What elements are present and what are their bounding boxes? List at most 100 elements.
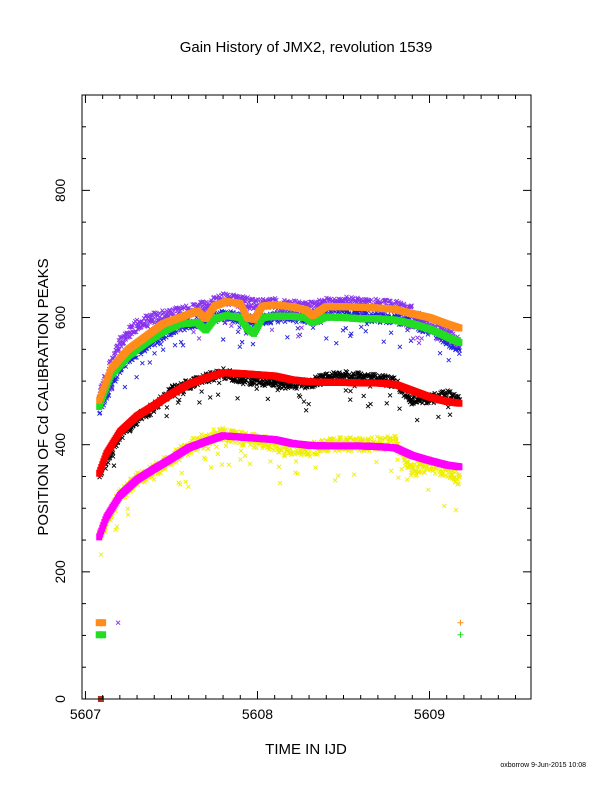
point-blue bbox=[239, 339, 245, 345]
point-blue bbox=[122, 384, 128, 390]
point-black bbox=[297, 394, 303, 400]
point-blue bbox=[388, 330, 394, 336]
point-purple bbox=[416, 340, 422, 346]
point-black bbox=[447, 412, 453, 418]
point-purple bbox=[366, 298, 372, 304]
point-orange bbox=[456, 324, 463, 332]
point-yellow bbox=[215, 451, 221, 457]
point-black bbox=[385, 374, 391, 379]
point-black bbox=[456, 394, 461, 399]
point-yellow bbox=[223, 427, 229, 432]
series-magenta bbox=[96, 432, 463, 541]
point-purple bbox=[382, 297, 388, 303]
point-yellow bbox=[351, 472, 357, 477]
point-yellow bbox=[113, 527, 118, 533]
point-black bbox=[440, 389, 446, 394]
point-yellow bbox=[277, 480, 283, 486]
point-black bbox=[355, 370, 360, 375]
y-tick-label-4: 800 bbox=[52, 178, 68, 202]
point-yellow bbox=[295, 471, 300, 476]
point-yellow bbox=[388, 468, 394, 474]
point-black bbox=[294, 386, 300, 391]
point-black bbox=[347, 397, 353, 402]
point-black bbox=[110, 454, 116, 459]
point-black bbox=[262, 383, 268, 388]
marker-purple bbox=[115, 620, 121, 626]
point-blue bbox=[348, 331, 354, 337]
point-black bbox=[216, 380, 222, 386]
point-yellow bbox=[177, 481, 183, 487]
point-yellow bbox=[151, 477, 157, 482]
point-yellow bbox=[263, 441, 269, 447]
point-yellow bbox=[307, 454, 313, 459]
point-yellow bbox=[395, 457, 400, 463]
point-black bbox=[175, 400, 181, 405]
point-blue bbox=[178, 339, 184, 345]
point-blue bbox=[364, 321, 370, 327]
point-yellow bbox=[247, 461, 253, 467]
series-red bbox=[96, 369, 463, 477]
point-black bbox=[306, 401, 311, 407]
point-blue bbox=[140, 360, 145, 366]
point-black bbox=[197, 400, 202, 405]
point-yellow bbox=[214, 444, 219, 450]
point-black bbox=[445, 404, 451, 410]
point-yellow bbox=[217, 426, 223, 432]
point-yellow bbox=[394, 438, 399, 444]
point-yellow bbox=[426, 487, 431, 493]
point-purple bbox=[299, 325, 304, 330]
marker-green bbox=[457, 631, 464, 638]
y-tick-label-0: 0 bbox=[52, 695, 68, 703]
point-blue bbox=[310, 325, 316, 331]
point-yellow bbox=[416, 465, 421, 471]
point-yellow bbox=[254, 445, 259, 451]
point-yellow bbox=[421, 469, 427, 475]
point-purple bbox=[130, 325, 135, 331]
point-yellow bbox=[205, 446, 211, 451]
point-purple bbox=[369, 297, 374, 303]
point-yellow bbox=[203, 457, 208, 462]
point-yellow bbox=[427, 467, 433, 472]
point-black bbox=[436, 414, 441, 420]
point-purple bbox=[354, 299, 359, 305]
point-yellow bbox=[208, 465, 214, 470]
point-yellow bbox=[293, 458, 299, 464]
point-black bbox=[176, 397, 182, 403]
point-black bbox=[164, 413, 169, 419]
point-yellow bbox=[374, 434, 380, 440]
point-yellow bbox=[238, 448, 244, 454]
point-blue bbox=[113, 379, 118, 384]
series-yellow bbox=[96, 425, 463, 557]
point-yellow bbox=[332, 478, 338, 483]
point-purple bbox=[291, 298, 297, 303]
y-tick-label-2: 400 bbox=[52, 433, 68, 457]
point-blue bbox=[437, 350, 443, 356]
x-tick-label-0: 5607 bbox=[70, 706, 101, 722]
point-black bbox=[215, 392, 221, 397]
point-yellow bbox=[453, 507, 459, 513]
point-yellow bbox=[369, 435, 375, 440]
point-yellow bbox=[125, 512, 131, 517]
point-yellow bbox=[185, 484, 191, 490]
point-purple bbox=[415, 335, 420, 341]
point-black bbox=[397, 406, 402, 412]
point-blue bbox=[237, 344, 243, 349]
point-black bbox=[265, 396, 271, 402]
point-yellow bbox=[454, 476, 460, 481]
point-blue bbox=[343, 325, 349, 331]
point-yellow bbox=[282, 454, 287, 459]
point-black bbox=[199, 389, 204, 394]
point-black bbox=[299, 384, 304, 390]
point-purple bbox=[295, 334, 301, 339]
point-blue bbox=[134, 355, 139, 360]
point-purple bbox=[350, 296, 355, 301]
point-yellow bbox=[276, 464, 282, 470]
series-orange bbox=[96, 298, 463, 404]
x-tick-label-1: 5608 bbox=[242, 706, 273, 722]
point-purple bbox=[191, 329, 196, 335]
point-yellow bbox=[241, 443, 246, 448]
point-blue bbox=[97, 410, 103, 416]
point-black bbox=[164, 405, 170, 410]
point-blue bbox=[323, 336, 329, 341]
